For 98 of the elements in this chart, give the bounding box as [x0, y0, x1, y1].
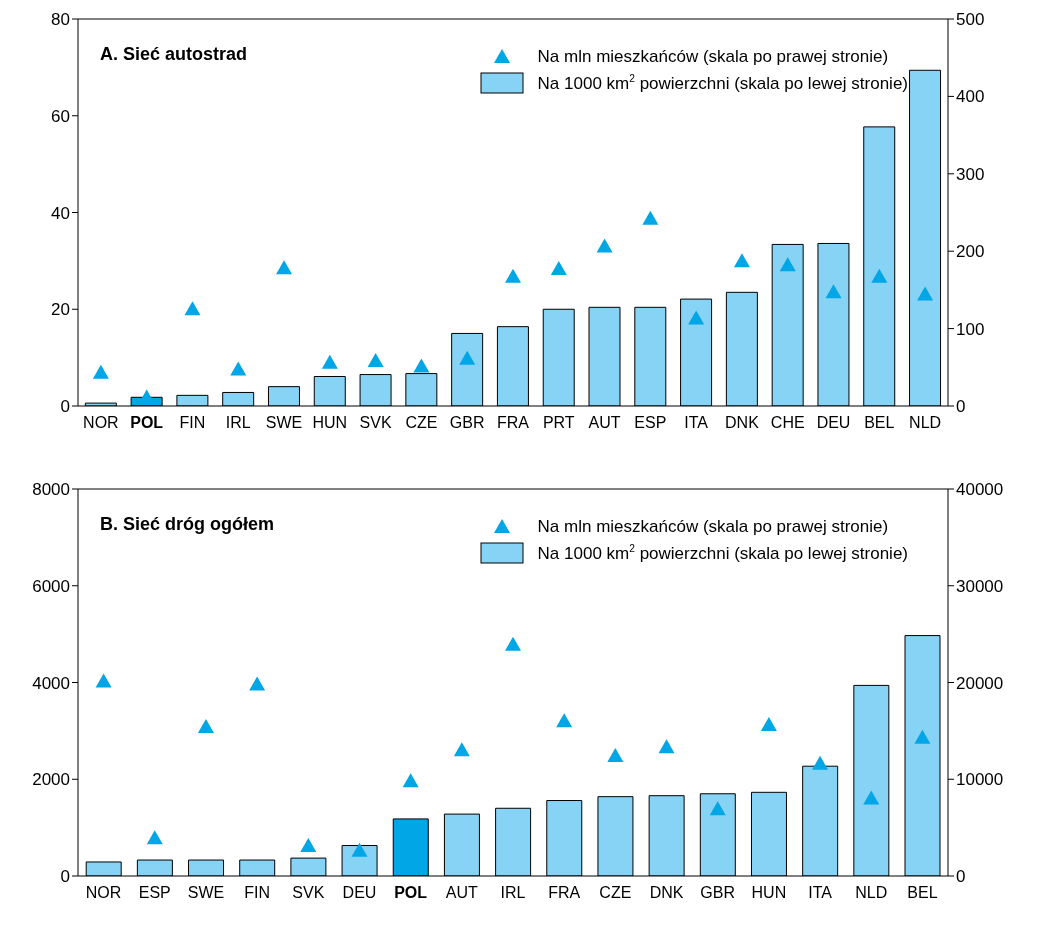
- y-tick-label: 20: [51, 300, 70, 320]
- x-tick-label: BEL: [907, 884, 938, 901]
- point: [863, 790, 880, 805]
- legend-label: Na mln mieszkańców (skala po prawej stronie): [537, 517, 889, 537]
- x-tick-label: SVK: [359, 414, 392, 431]
- point: [914, 729, 931, 744]
- x-tick-label: ITA: [684, 414, 709, 431]
- point: [550, 261, 567, 275]
- x-tick-label: DEU: [816, 414, 851, 431]
- x-tick-label: CZE: [599, 884, 632, 901]
- x-tick-label: ESP: [634, 414, 667, 431]
- y-tick-label: 60: [51, 106, 70, 126]
- point: [351, 842, 368, 857]
- point: [146, 830, 163, 845]
- point: [688, 310, 705, 325]
- y2-tick-label: 10000: [956, 770, 1004, 790]
- point: [230, 361, 247, 376]
- y2-tick-label: 30000: [956, 576, 1004, 596]
- x-tick-label: FRA: [548, 884, 581, 901]
- y2-tick-label: 0: [956, 867, 966, 887]
- y-tick-label: 4000: [32, 673, 70, 693]
- point: [658, 739, 675, 754]
- legend-label: Na mln mieszkańców (skala po prawej stronie): [537, 47, 889, 67]
- x-tick-label: SWE: [187, 884, 225, 901]
- y2-tick-label: 20000: [956, 673, 1004, 693]
- y-tick-label: 8000: [32, 480, 70, 500]
- point: [760, 717, 777, 732]
- point: [607, 748, 624, 763]
- text: A. Sieć autostrad: [100, 44, 248, 65]
- point: [249, 676, 266, 691]
- point: [367, 353, 384, 368]
- y2-tick-label: 40000: [956, 480, 1004, 500]
- x-tick-label: ESP: [138, 884, 171, 901]
- x-tick-label: CZE: [405, 414, 438, 431]
- y-tick-label: 0: [60, 397, 70, 417]
- point: [459, 350, 476, 365]
- x-tick-label: IRL: [500, 884, 526, 901]
- point: [453, 742, 470, 757]
- x-tick-label: HUN: [312, 414, 348, 431]
- y2-tick-label: 300: [956, 164, 985, 184]
- point: [197, 719, 214, 734]
- point: [276, 260, 293, 275]
- point: [642, 210, 659, 225]
- x-tick-label: NLD: [909, 414, 942, 431]
- x-tick-label: DEU: [342, 884, 377, 901]
- point: [92, 364, 109, 379]
- point: [300, 838, 317, 853]
- point: [95, 673, 112, 688]
- point: [917, 286, 934, 301]
- x-tick-label: DNK: [649, 884, 684, 901]
- x-tick-label: NOR: [83, 414, 119, 431]
- point: [184, 301, 201, 316]
- point: [779, 257, 796, 272]
- point: [709, 801, 726, 816]
- y-tick-label: 6000: [32, 576, 70, 596]
- y-tick-label: 40: [51, 203, 70, 223]
- point: [733, 253, 750, 268]
- text: B. Sieć dróg ogółem: [100, 514, 275, 535]
- point: [596, 238, 613, 253]
- x-tick-label: FIN: [244, 884, 271, 901]
- x-tick-label: GBR: [700, 884, 736, 901]
- y2-tick-label: 400: [956, 87, 985, 107]
- x-tick-label: AUT: [445, 884, 479, 901]
- x-tick-label: CHE: [770, 414, 805, 431]
- y-tick-label: 80: [51, 10, 70, 30]
- point: [825, 284, 842, 299]
- legend-label: Na 1000 km$^{2}$ powierzchni (skala po lewej stronie): [537, 72, 908, 94]
- point: [402, 773, 419, 788]
- x-tick-label: AUT: [588, 414, 621, 431]
- x-tick-label: ITA: [808, 884, 833, 901]
- y-tick-label: 2000: [32, 770, 70, 790]
- point: [505, 268, 521, 283]
- point: [413, 358, 430, 373]
- x-tick-label: SWE: [265, 414, 303, 431]
- y2-tick-label: 0: [956, 397, 966, 417]
- y2-tick-label: 500: [956, 10, 985, 30]
- point: [505, 636, 521, 651]
- x-tick-label: PRT: [542, 414, 575, 431]
- legend-label: Na 1000 km$^{2}$ powierzchni (skala po lewej stronie): [537, 542, 908, 564]
- point: [812, 755, 829, 770]
- x-tick-label: POL: [130, 414, 164, 431]
- x-tick-label: HUN: [751, 884, 787, 901]
- x-tick-label: FRA: [497, 414, 530, 431]
- x-tick-label: POL: [394, 884, 428, 901]
- point: [321, 354, 338, 369]
- x-tick-label: IRL: [225, 414, 251, 431]
- x-tick-label: SVK: [292, 884, 325, 901]
- x-tick-label: NLD: [855, 884, 888, 901]
- y-tick-label: 0: [60, 867, 70, 887]
- point: [871, 268, 888, 283]
- y2-tick-label: 200: [956, 242, 985, 262]
- x-tick-label: DNK: [725, 414, 760, 431]
- x-tick-label: BEL: [864, 414, 895, 431]
- point: [556, 713, 573, 728]
- x-tick-label: GBR: [449, 414, 485, 431]
- x-tick-label: NOR: [85, 884, 122, 901]
- y2-tick-label: 100: [956, 319, 985, 339]
- x-tick-label: FIN: [179, 414, 206, 431]
